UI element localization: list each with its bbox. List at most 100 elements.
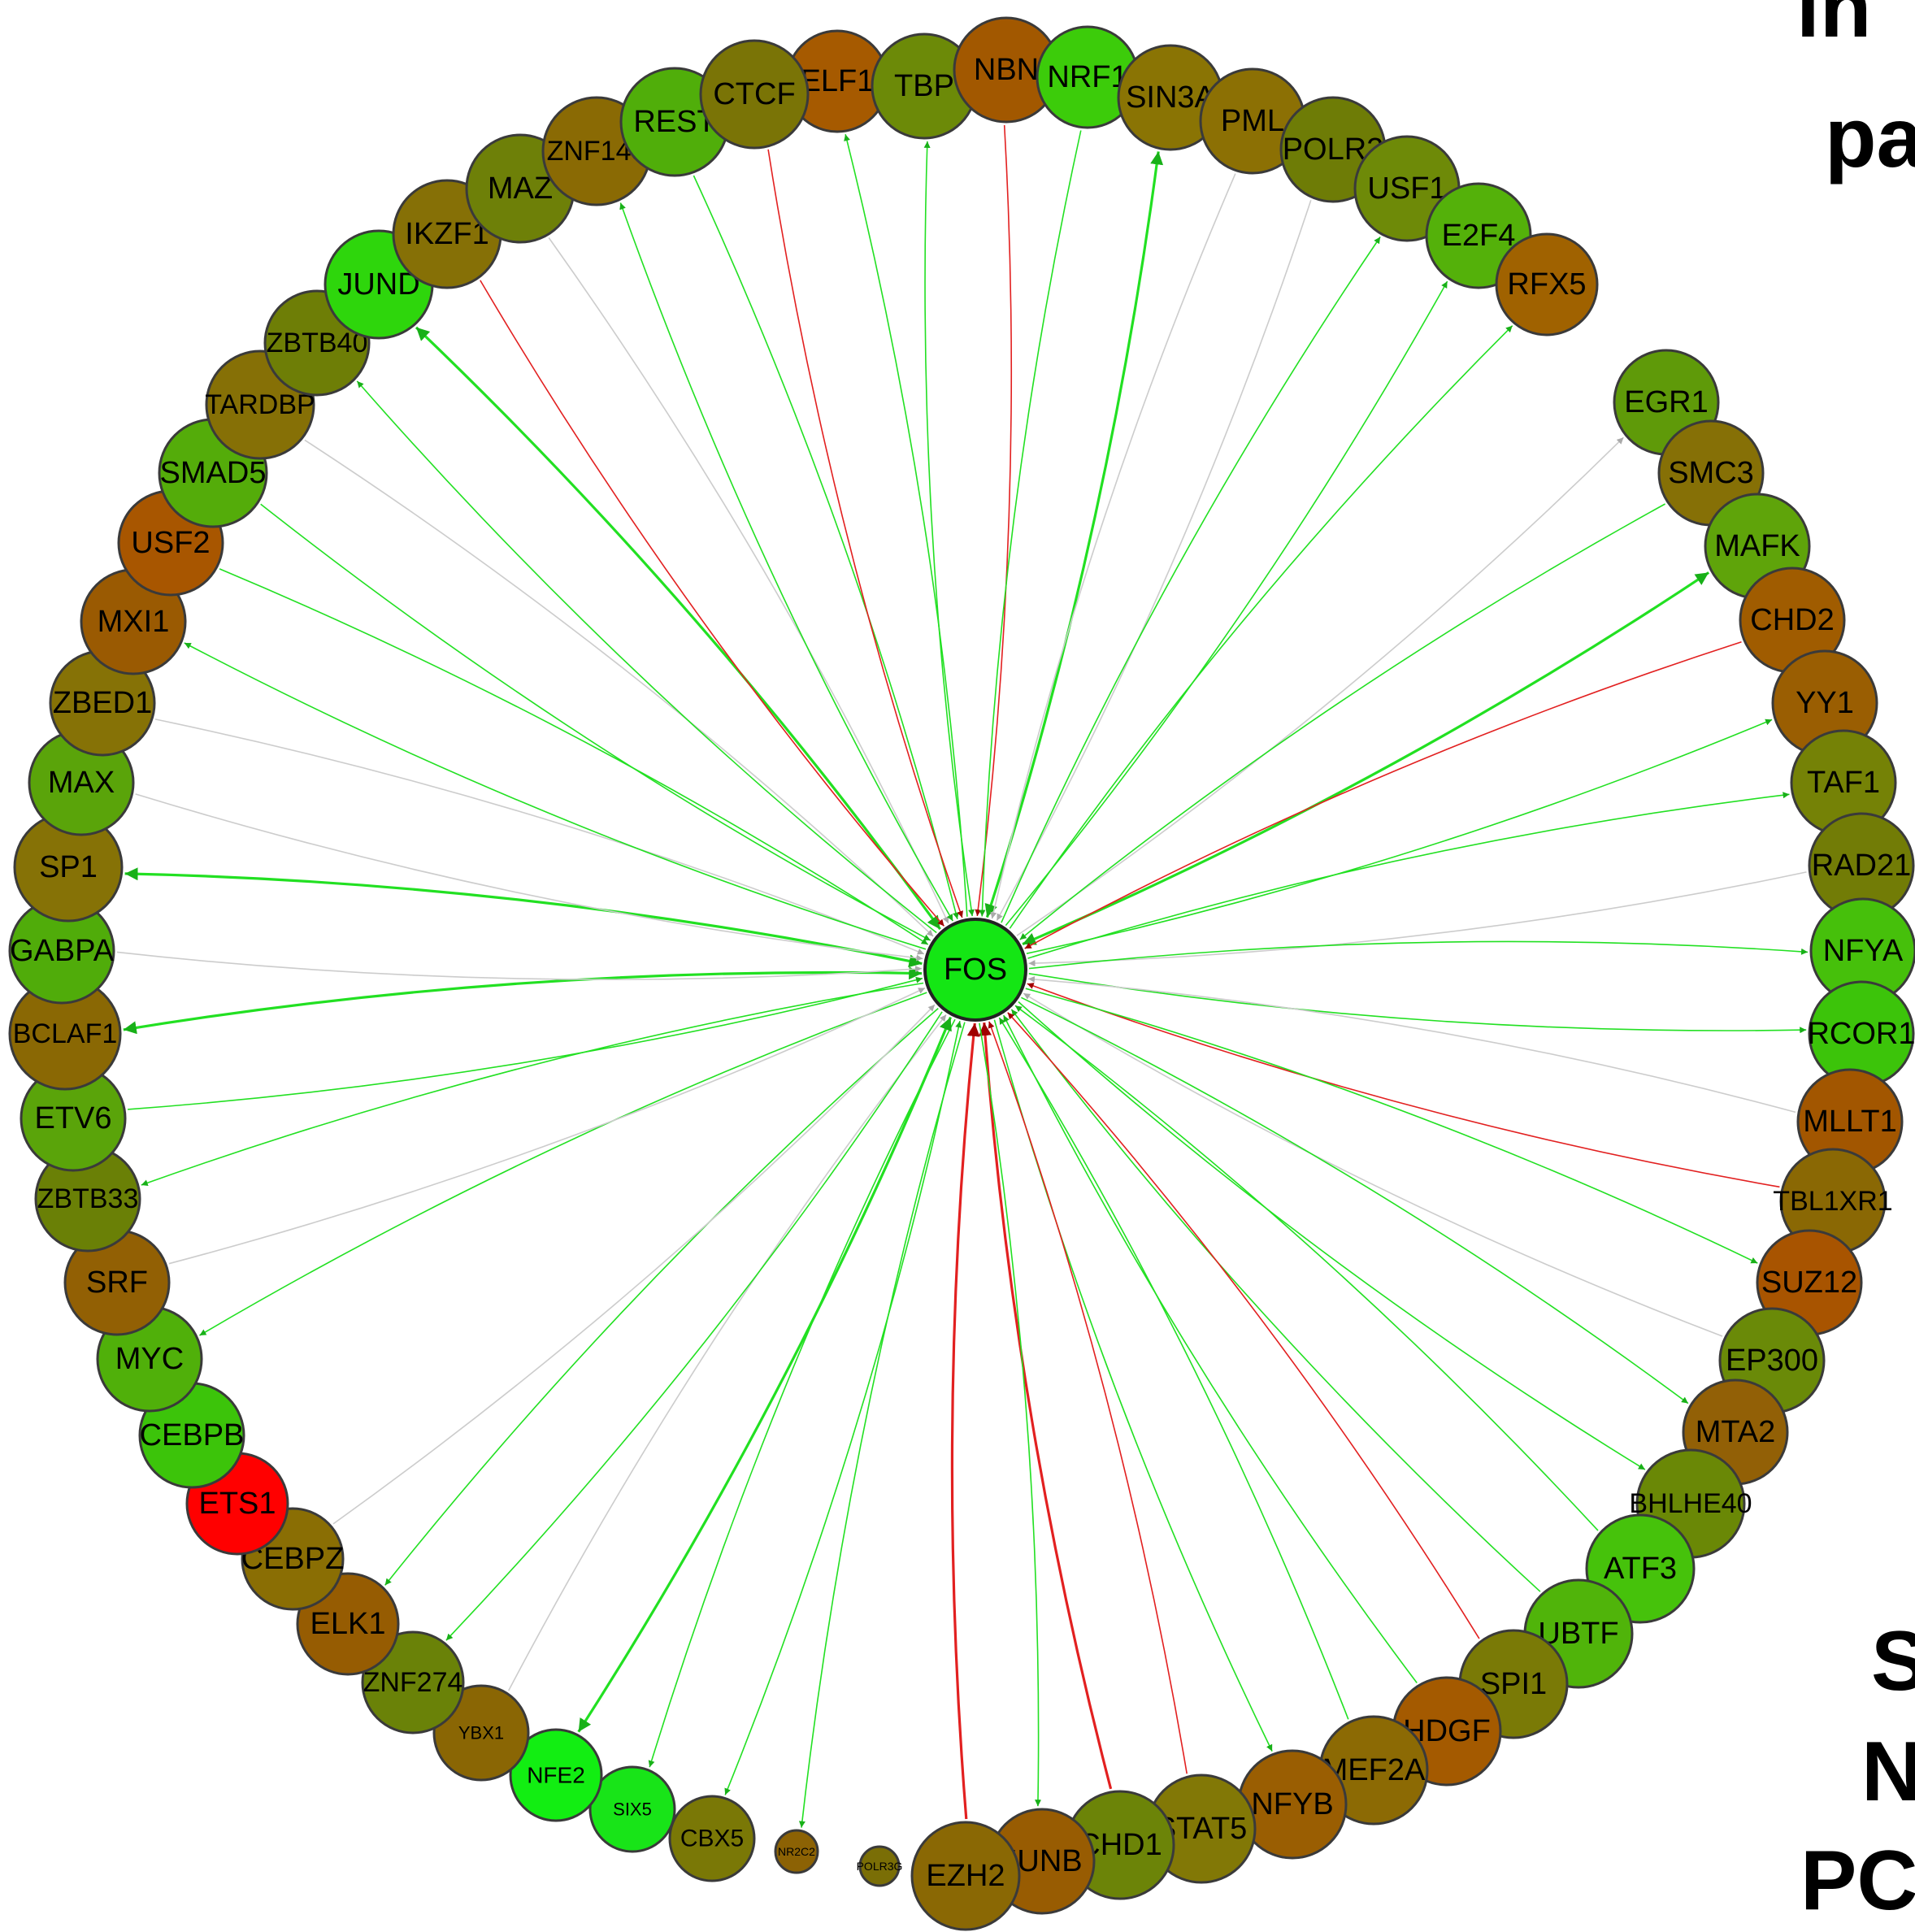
- node-elk1-label: ELK1: [310, 1607, 386, 1641]
- edge-fos-pml: [990, 173, 1236, 919]
- node-bclaf1[interactable]: BCLAF1: [8, 977, 122, 1091]
- node-pml-label: PML: [1221, 104, 1284, 138]
- edge-fos-nfe2: [577, 1016, 952, 1733]
- edge-fos-gabpa: [116, 951, 923, 980]
- node-nr2c2-circle: [774, 1829, 819, 1874]
- node-sp1-label: SP1: [39, 850, 98, 884]
- node-sp1[interactable]: SP1: [13, 812, 124, 923]
- node-ybx1-circle: [432, 1684, 530, 1782]
- node-max-label: MAX: [48, 766, 115, 800]
- node-nfe2-label: NFE2: [527, 1763, 585, 1788]
- edge-fos-nrf1: [979, 130, 1082, 917]
- node-yy1[interactable]: YY1: [1771, 649, 1878, 757]
- node-yy1-label: YY1: [1796, 686, 1854, 720]
- node-smc3-label: SMC3: [1668, 456, 1754, 490]
- node-smad5-label: SMAD5: [160, 456, 267, 490]
- node-ezh2[interactable]: EZH2: [910, 1821, 1021, 1931]
- edge-fos-myc: [199, 992, 927, 1336]
- node-nr2c2[interactable]: NR2C2: [774, 1829, 819, 1874]
- node-nfyb[interactable]: NFYB: [1237, 1749, 1348, 1860]
- edge-fos-ezh2: [950, 1022, 980, 1820]
- node-sin3a[interactable]: SIN3A: [1117, 44, 1224, 151]
- edge-fos-mafk: [1022, 571, 1710, 946]
- edge-fos-yy1: [1026, 719, 1773, 954]
- node-tbl1xr1-label: TBL1XR1: [1773, 1186, 1892, 1217]
- node-taf1[interactable]: TAF1: [1790, 729, 1897, 836]
- node-ybx1-label: YBX1: [458, 1723, 504, 1743]
- edge-fos-cbx5: [724, 1021, 962, 1795]
- node-six5[interactable]: SIX5: [588, 1765, 676, 1853]
- node-bclaf1-label: BCLAF1: [13, 1018, 118, 1049]
- node-znf274[interactable]: ZNF274: [361, 1630, 465, 1734]
- node-zbed1-label: ZBED1: [53, 686, 152, 720]
- node-polr3g[interactable]: POLR3G: [857, 1845, 903, 1887]
- node-rcor1[interactable]: RCOR1: [1807, 980, 1915, 1088]
- edge-fos-smad5: [260, 503, 931, 941]
- node-ctcf-circle: [699, 39, 810, 150]
- node-nrf1-label: NRF1: [1047, 60, 1127, 94]
- node-etv6[interactable]: ETV6: [20, 1065, 127, 1172]
- node-rad21-label: RAD21: [1812, 849, 1912, 883]
- node-cbx5-circle: [668, 1795, 756, 1882]
- side-text-5: PC: [1800, 1834, 1915, 1928]
- node-max[interactable]: MAX: [28, 729, 135, 836]
- node-nbn-label: NBN: [974, 53, 1039, 87]
- node-ctcf[interactable]: CTCF: [699, 39, 810, 150]
- node-jund-label: JUND: [337, 267, 419, 302]
- edge-fos-ybx1: [507, 1014, 947, 1691]
- node-chd2[interactable]: CHD2: [1739, 567, 1846, 674]
- edge-fos-zbtb33: [141, 982, 924, 1187]
- edge-fos-usf2: [219, 568, 929, 945]
- node-mxi1-label: MXI1: [98, 605, 170, 639]
- edge-fos-nbn: [975, 124, 1013, 917]
- node-nrf1[interactable]: NRF1: [1036, 25, 1140, 129]
- edge-fos-jund: [415, 326, 941, 931]
- node-mllt1[interactable]: MLLT1: [1796, 1068, 1904, 1175]
- node-rad21[interactable]: RAD21: [1808, 812, 1915, 919]
- node-mllt1-label: MLLT1: [1803, 1105, 1896, 1139]
- node-myc-label: MYC: [115, 1342, 184, 1376]
- node-gabpa[interactable]: GABPA: [8, 897, 115, 1005]
- node-rfx5[interactable]: RFX5: [1495, 232, 1599, 336]
- node-zbtb33[interactable]: ZBTB33: [34, 1145, 141, 1253]
- edge-fos-suz12: [1025, 988, 1758, 1264]
- node-zbed1[interactable]: ZBED1: [49, 649, 156, 757]
- node-zbtb40-label: ZBTB40: [267, 328, 368, 358]
- edge-fos-taf1: [1027, 792, 1790, 959]
- hub-node-fos[interactable]: [923, 918, 1027, 1022]
- edge-fos-sin3a: [984, 151, 1164, 918]
- edge-fos-rfx5: [1009, 325, 1513, 929]
- node-tbp[interactable]: TBP: [871, 33, 978, 140]
- edge-fos-maz: [548, 237, 949, 924]
- node-ezh2-label: EZH2: [926, 1859, 1005, 1893]
- node-ybx1[interactable]: YBX1: [432, 1684, 530, 1782]
- node-nfe2[interactable]: NFE2: [509, 1728, 603, 1822]
- edge-fos-bclaf1: [123, 966, 923, 1035]
- node-pml[interactable]: PML: [1199, 67, 1306, 175]
- edge-fos-sp1: [124, 867, 923, 968]
- edge-fos-stat5: [988, 1021, 1188, 1774]
- node-atf3-label: ATF3: [1604, 1552, 1677, 1586]
- node-nfyb-label: NFYB: [1251, 1787, 1333, 1821]
- node-mxi1[interactable]: MXI1: [80, 568, 187, 675]
- node-nr2c2-label: NR2C2: [778, 1845, 815, 1858]
- edge-fos-bhlhe40: [1018, 1001, 1646, 1470]
- edge-fos-srf: [168, 987, 926, 1265]
- node-cbx5[interactable]: CBX5: [668, 1795, 756, 1882]
- edge-fos-elf1: [844, 134, 968, 917]
- edge-fos-rad21: [1028, 871, 1807, 967]
- node-mafk-label: MAFK: [1714, 529, 1800, 563]
- edge-fos-atf3: [1014, 1005, 1599, 1531]
- edge-fos-egr1: [1016, 436, 1624, 936]
- edge-fos-tardbp: [304, 439, 934, 937]
- edge-fos-chd1: [978, 1022, 1113, 1790]
- node-srf[interactable]: SRF: [63, 1229, 171, 1336]
- node-usf2-label: USF2: [131, 526, 210, 560]
- node-znf274-circle: [361, 1630, 465, 1734]
- node-suz12[interactable]: SUZ12: [1756, 1229, 1863, 1336]
- node-nbn[interactable]: NBN: [953, 16, 1060, 124]
- edge-fos-ctcf: [767, 149, 963, 918]
- edge-fos-tbl1xr1: [1027, 983, 1780, 1188]
- node-e2f4-label: E2F4: [1442, 219, 1516, 253]
- node-nfya[interactable]: NFYA: [1809, 897, 1915, 1005]
